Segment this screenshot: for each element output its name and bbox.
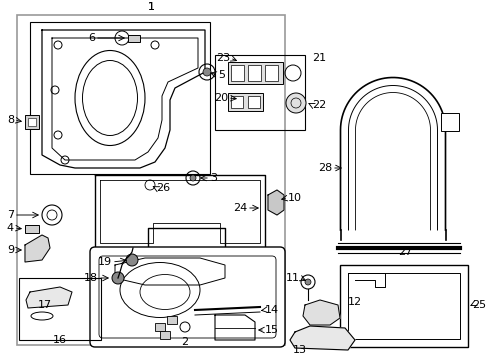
Ellipse shape: [82, 60, 137, 135]
Text: 1: 1: [147, 2, 154, 12]
Bar: [230, 65, 244, 81]
Polygon shape: [289, 326, 354, 350]
Bar: [167, 316, 177, 324]
Bar: [160, 331, 170, 339]
FancyBboxPatch shape: [99, 256, 275, 338]
Text: 23: 23: [215, 53, 229, 63]
Circle shape: [203, 68, 210, 76]
Text: 19: 19: [98, 257, 112, 267]
Bar: [28, 118, 36, 126]
Bar: [17, 15, 285, 345]
Text: 17: 17: [38, 300, 52, 310]
FancyBboxPatch shape: [90, 247, 285, 347]
Bar: [25, 225, 39, 233]
Bar: [227, 62, 283, 84]
Text: 9: 9: [7, 245, 14, 255]
Polygon shape: [26, 287, 72, 308]
Bar: [155, 323, 164, 331]
Text: 18: 18: [84, 273, 98, 283]
Text: 16: 16: [53, 335, 67, 345]
Text: 25: 25: [471, 300, 485, 310]
Text: 4: 4: [7, 223, 14, 233]
Text: 20: 20: [213, 93, 227, 103]
Polygon shape: [25, 235, 50, 262]
Bar: [247, 65, 261, 81]
Text: 27: 27: [397, 247, 411, 257]
Bar: [30, 22, 209, 174]
Bar: [264, 65, 278, 81]
Text: 1: 1: [147, 2, 154, 12]
Bar: [230, 96, 243, 108]
Text: 22: 22: [311, 100, 325, 110]
Bar: [128, 35, 140, 42]
Text: 10: 10: [287, 193, 302, 203]
Bar: [25, 115, 39, 129]
Text: 13: 13: [292, 345, 306, 355]
Circle shape: [285, 93, 305, 113]
Text: 7: 7: [7, 210, 14, 220]
Ellipse shape: [75, 50, 145, 145]
Text: 6: 6: [88, 33, 95, 43]
Text: 3: 3: [209, 173, 217, 183]
Ellipse shape: [31, 312, 53, 320]
Text: 5: 5: [218, 70, 224, 80]
Bar: [247, 96, 260, 108]
Text: 28: 28: [317, 163, 331, 173]
Text: 24: 24: [232, 203, 246, 213]
Bar: [215, 55, 305, 130]
Bar: [227, 93, 263, 111]
Circle shape: [112, 272, 124, 284]
Text: 15: 15: [264, 325, 279, 335]
Bar: [339, 265, 467, 347]
Bar: [440, 113, 458, 131]
Text: 21: 21: [311, 53, 325, 63]
Text: 14: 14: [264, 305, 279, 315]
Text: 8: 8: [7, 115, 14, 125]
Text: 11: 11: [285, 273, 299, 283]
Bar: [347, 273, 459, 339]
Bar: [19, 278, 101, 340]
Text: 2: 2: [181, 337, 188, 347]
Text: 12: 12: [347, 297, 362, 307]
Circle shape: [126, 254, 138, 266]
Polygon shape: [267, 190, 284, 215]
Circle shape: [305, 279, 310, 285]
Circle shape: [190, 175, 196, 181]
Text: 26: 26: [156, 183, 170, 193]
Polygon shape: [303, 300, 339, 325]
